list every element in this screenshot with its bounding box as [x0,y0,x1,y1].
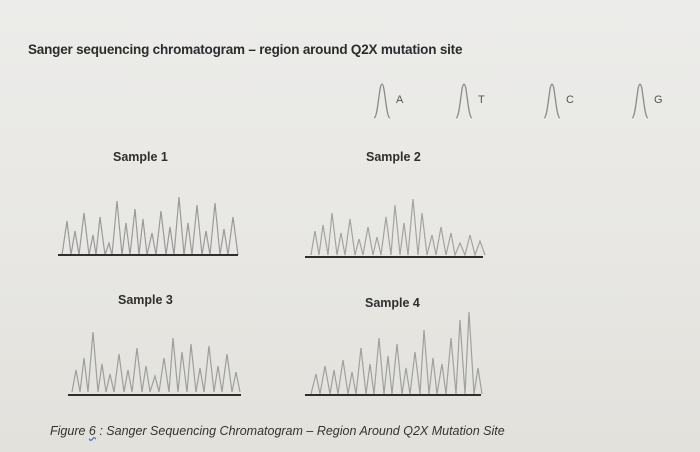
legend-item-g: G [628,78,698,128]
legend-label-c: C [566,94,574,106]
sample-2-baseline [305,256,483,258]
legend-label-a: A [396,94,404,106]
sample-3-trace [71,331,241,393]
sample-2-trace [310,198,486,258]
legend-label-g: G [654,94,663,106]
sample-1-baseline [58,254,238,256]
sample-3-label: Sample 3 [118,293,173,307]
legend-label-t: T [478,94,485,106]
base-legend: A T C G [370,78,690,128]
legend-item-a: A [370,78,440,128]
legend-peak-g-icon [631,83,649,119]
sample-4-baseline [305,394,481,396]
caption-figure-number: 6 [88,424,96,438]
caption-prefix: Figure [50,424,89,438]
legend-item-t: T [452,78,522,128]
legend-peak-a-icon [373,83,391,119]
figure-title: Sanger sequencing chromatogram – region … [28,42,463,57]
legend-peak-t-icon [455,83,473,119]
sample-1-trace [61,196,239,256]
legend-peak-c-icon [543,83,561,119]
figure-caption: Figure 6 : Sanger Sequencing Chromatogra… [50,424,505,438]
sample-1-label: Sample 1 [113,150,168,164]
legend-item-c: C [540,78,610,128]
sample-4-trace [310,311,483,395]
sample-2-label: Sample 2 [366,150,421,164]
sample-4-label: Sample 4 [365,296,420,310]
sample-3-baseline [68,394,241,396]
caption-text: : Sanger Sequencing Chromatogram – Regio… [95,424,505,438]
